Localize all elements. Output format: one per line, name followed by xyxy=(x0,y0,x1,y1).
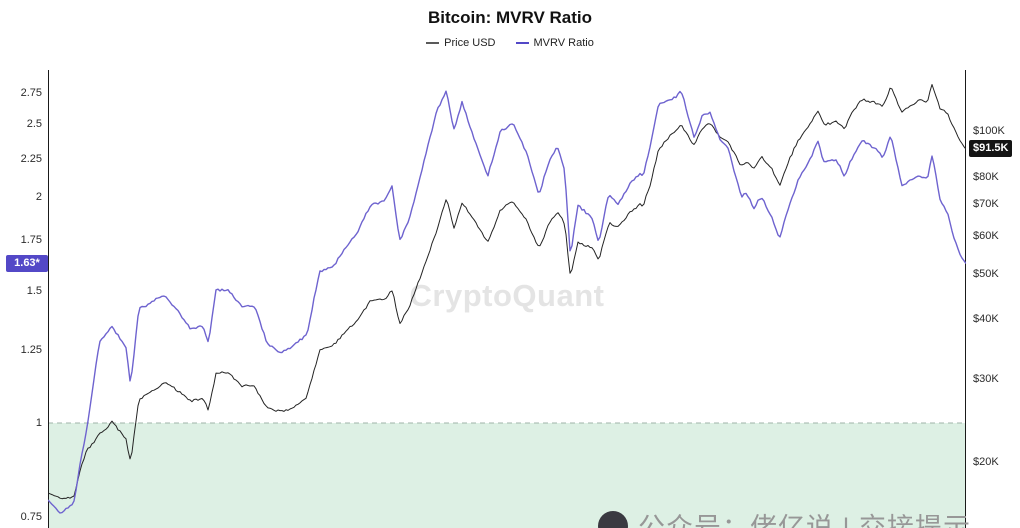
legend-item-mvrv[interactable]: MVRV Ratio xyxy=(515,37,594,49)
bottom-watermark-logo-icon xyxy=(598,510,628,528)
mvrv-legend-dash-icon xyxy=(515,42,529,44)
chart-title: Bitcoin: MVRV Ratio xyxy=(427,8,593,27)
mvrv-line xyxy=(48,90,966,514)
price-legend-dash-icon xyxy=(426,42,440,44)
bottom-watermark-text: 公众号：佬亿说 | 交接提示 xyxy=(638,513,972,528)
price-line xyxy=(48,84,966,500)
chart-legend: Price USD MVRV Ratio xyxy=(0,37,1020,49)
bottom-watermark: 公众号：佬亿说 | 交接提示 xyxy=(598,506,971,528)
cryptoquant-watermark: CryptoQuant xyxy=(409,278,605,313)
mvrv-current-value-badge: 1.63* xyxy=(6,254,48,272)
legend-item-price[interactable]: Price USD xyxy=(426,37,496,49)
legend-label-price: Price USD xyxy=(444,37,496,49)
price-current-value-badge: $91.5K xyxy=(969,140,1013,158)
legend-label-mvrv: MVRV Ratio xyxy=(533,37,594,49)
undervalued-zone xyxy=(48,423,966,528)
